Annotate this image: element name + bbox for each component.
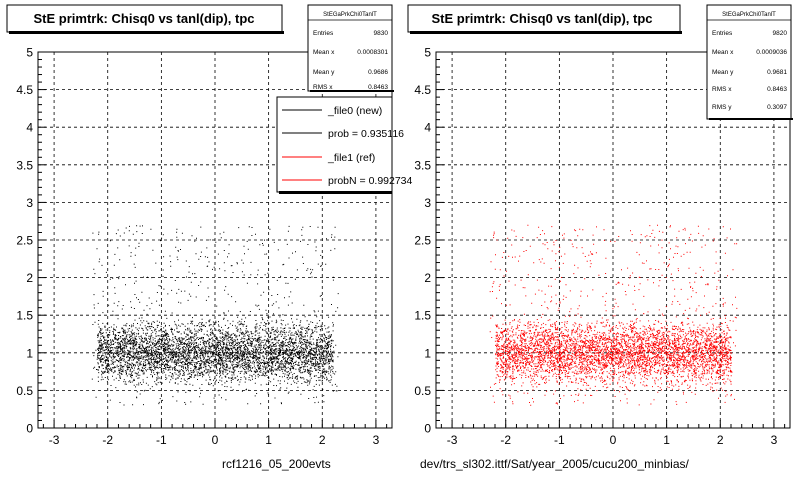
footer-right-label: dev/trs_sl302.ittf/Sat/year_2005/cucu200…: [420, 457, 689, 471]
legend-entry-file0: _file0 (new): [282, 105, 382, 117]
right-pad: -3 -2 -1 0 1 2 3 0 0.5 1 1.5 2 2.5 3 3.5 4 4.5 5 StE pri…: [407, 4, 793, 447]
left-y-axis: 0 0.5 1 1.5 2 2.5 3 3.5 4 4.5 5: [16, 46, 46, 436]
right-y-tick-label: 3: [424, 196, 431, 210]
right-stats-label: Mean x: [712, 49, 734, 56]
right-stats-label: Entries: [712, 30, 733, 37]
left-chart-title: StE primtrk: Chisq0 vs tanl(dip), tpc: [33, 11, 254, 26]
right-title-box: [407, 4, 681, 33]
left-stats-label: Mean x: [313, 49, 335, 56]
left-stats-value: 0.9686: [368, 69, 388, 76]
left-x-tick-label: 3: [373, 433, 380, 447]
legend-entry-file1: _file1 (ref): [282, 152, 375, 164]
left-y-tick-label: 0: [26, 422, 33, 436]
left-y-tick-label: 0.5: [16, 384, 33, 398]
left-title-shadow: [9, 31, 284, 34]
right-stats-label: RMS x: [712, 86, 732, 93]
right-y-tick-label: 5: [424, 46, 431, 60]
right-y-axis: 0 0.5 1 1.5 2 2.5 3 3.5 4 4.5 5: [414, 46, 444, 436]
left-x-tick-label: -3: [49, 433, 60, 447]
left-y-tick-label: 2: [26, 271, 33, 285]
legend-shadow: [279, 191, 392, 194]
left-stats-row-mean-x: Mean x 0.0008301: [313, 49, 388, 56]
footer-left-label: rcf1216_05_200evts: [222, 457, 331, 471]
left-y-tick-label: 4: [26, 121, 33, 135]
left-stats-label: RMS x: [313, 84, 333, 91]
left-y-tick-label: 1.5: [16, 309, 33, 323]
right-stats-value: 0.0009036: [756, 49, 787, 56]
legend-entry-prob: prob = 0.935116: [282, 128, 404, 140]
right-stats-name: StEGaPrkChi0TanlT: [722, 12, 776, 18]
left-x-axis: -3 -2 -1 0 1 2 3: [42, 420, 388, 447]
left-stats-label: Mean y: [313, 69, 335, 76]
right-y-tick-label: 4: [424, 121, 431, 135]
right-stats-row-rms-x: RMS x 0.8463: [712, 86, 787, 93]
right-y-tick-label: 0: [424, 422, 431, 436]
left-y-tick-label: 2.5: [16, 234, 33, 248]
left-scatter-markers: [91, 225, 339, 406]
legend-label-file1: _file1 (ref): [327, 152, 375, 164]
right-y-tick-label: 3.5: [414, 158, 431, 172]
left-stats-row-rms-x: RMS x 0.8463: [313, 84, 388, 91]
left-stats-shadow: [310, 90, 394, 92]
right-x-tick-label: -1: [554, 433, 565, 447]
left-stats-box: [307, 4, 393, 92]
left-stats-value: 0.0008301: [357, 49, 388, 56]
right-stats-row-entries: Entries 9820: [712, 30, 787, 37]
right-stats-row-rms-y: RMS y 0.3097: [712, 104, 787, 111]
right-stats-value: 0.9681: [767, 69, 787, 76]
right-x-axis: -3 -2 -1 0 1 2 3: [440, 420, 786, 447]
right-chart-title: StE primtrk: Chisq0 vs tanl(dip), tpc: [431, 11, 652, 26]
right-stats-row-mean-x: Mean x 0.0009036: [712, 49, 787, 56]
left-x-tick-label: -2: [102, 433, 113, 447]
right-y-tick-label: 4.5: [414, 83, 431, 97]
left-pad: -3 -2 -1 0 1 2 3 0 0.5 1 1.5 2 2.5 3 3.5 4 4.5 5 StE pri…: [6, 4, 413, 447]
legend-box: [276, 96, 393, 193]
right-scatter-markers: [489, 224, 738, 406]
right-x-tick-label: 0: [610, 433, 617, 447]
left-x-tick-label: 0: [212, 433, 219, 447]
left-scatter-points: [91, 225, 339, 406]
right-stats-label: RMS y: [712, 104, 732, 111]
left-stats-row-entries: Entries 9830: [313, 30, 388, 37]
right-y-tick-label: 2.5: [414, 234, 431, 248]
right-stats-shadow: [709, 118, 793, 120]
right-stats-box: [706, 4, 792, 120]
right-stats-value: 0.3097: [767, 104, 787, 111]
right-y-tick-label: 2: [424, 271, 431, 285]
right-y-tick-label: 1.5: [414, 309, 431, 323]
legend-label-probn: probN = 0.992734: [328, 175, 413, 187]
right-stats-value: 9820: [773, 30, 788, 37]
left-stats-row-mean-y: Mean y 0.9686: [313, 69, 388, 76]
legend-label-file0: _file0 (new): [327, 105, 382, 117]
left-x-tick-label: 2: [319, 433, 326, 447]
right-stats-value: 0.8463: [767, 86, 787, 93]
legend-label-prob: prob = 0.935116: [328, 128, 404, 140]
right-title-shadow: [410, 31, 682, 34]
left-y-tick-label: 4.5: [16, 83, 33, 97]
right-x-tick-label: 2: [717, 433, 724, 447]
legend-entry-probn: probN = 0.992734: [282, 175, 413, 187]
left-x-tick-label: 1: [265, 433, 272, 447]
right-x-tick-label: -3: [447, 433, 458, 447]
left-y-tick-label: 3: [26, 196, 33, 210]
right-x-tick-label: -2: [500, 433, 511, 447]
left-y-tick-label: 3.5: [16, 158, 33, 172]
left-y-tick-label: 5: [26, 46, 33, 60]
left-stats-value: 9830: [374, 30, 389, 37]
right-y-tick-label: 1: [424, 346, 431, 360]
right-y-tick-label: 0.5: [414, 384, 431, 398]
right-stats-label: Mean y: [712, 69, 734, 76]
right-scatter-points: [489, 224, 738, 406]
left-title-box: [6, 4, 283, 33]
right-stats-row-mean-y: Mean y 0.9681: [712, 69, 787, 76]
right-x-tick-label: 3: [771, 433, 778, 447]
left-stats-name: StEGaPrkChi0TanlT: [323, 12, 377, 18]
left-stats-label: Entries: [313, 30, 334, 37]
left-stats-value: 0.8463: [368, 84, 388, 91]
left-y-tick-label: 1: [26, 346, 33, 360]
right-x-tick-label: 1: [663, 433, 670, 447]
left-x-tick-label: -1: [156, 433, 167, 447]
